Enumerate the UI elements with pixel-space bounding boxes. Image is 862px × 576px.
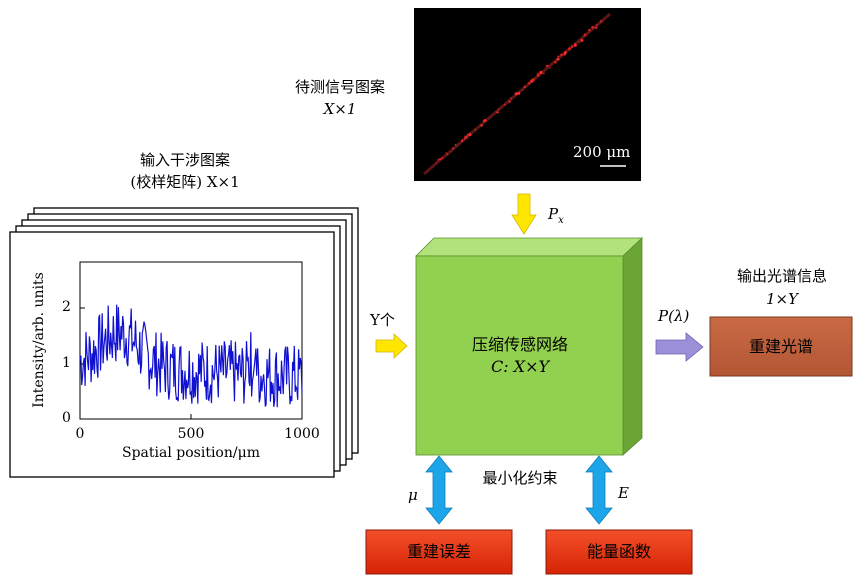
speckle	[536, 73, 540, 77]
speckle	[557, 55, 560, 58]
speckle	[545, 64, 549, 68]
mu-double-arrow	[425, 455, 453, 525]
speckle	[480, 124, 483, 127]
xtick-0: 0	[75, 426, 85, 442]
speckle	[553, 61, 557, 64]
speckle	[483, 119, 487, 122]
speckle	[531, 78, 535, 82]
input-arrow-left	[375, 333, 408, 359]
speckle	[567, 47, 572, 51]
speckle	[450, 151, 452, 153]
speckle	[514, 92, 518, 96]
speckle	[564, 53, 567, 56]
speckle	[599, 20, 603, 23]
network-cube	[415, 237, 644, 456]
speckle	[468, 133, 472, 137]
measured-title-line1: 待测信号图案	[294, 78, 385, 96]
speckle	[549, 67, 551, 69]
speckle	[556, 58, 560, 61]
scale-bar-label: 200 μm	[573, 143, 631, 161]
speckle	[445, 152, 448, 154]
intensity-trace	[79, 304, 303, 408]
speckle	[570, 45, 573, 47]
speckle	[583, 33, 587, 37]
input-title-line2: (校样矩阵) X×1	[130, 173, 240, 191]
speckle	[463, 138, 466, 140]
speckle	[539, 70, 543, 75]
speckle	[446, 153, 449, 156]
speckle	[588, 28, 591, 32]
network-label-line2: C: X×Y	[490, 357, 550, 376]
energy-box-label: 能量函数	[586, 542, 651, 561]
speckle	[441, 156, 444, 159]
speckle	[517, 91, 521, 95]
measured-image	[414, 8, 641, 181]
e-label: E	[618, 484, 629, 502]
output-title-line2: 1×Y	[765, 290, 798, 308]
output-box-label: 重建光谱	[748, 337, 813, 356]
speckle	[469, 132, 471, 134]
speckle	[461, 139, 464, 142]
xtick-500: 500	[177, 426, 205, 442]
energy-box	[545, 529, 693, 575]
ytick-2: 2	[62, 299, 71, 315]
speckle	[496, 111, 499, 114]
speckle	[543, 72, 545, 75]
output-box	[709, 316, 853, 377]
xtick-1000: 1000	[284, 426, 320, 442]
output-title-line1: 输出光谱信息	[736, 267, 827, 285]
x-axis-label: Spatial position/μm	[122, 445, 260, 461]
speckle	[574, 43, 577, 46]
input-title-line1: 输入干涉图案	[139, 151, 230, 169]
input-arrow-top	[511, 193, 537, 235]
measured-title-line2: X×1	[323, 100, 357, 118]
speckle	[465, 137, 468, 139]
speckle	[522, 89, 524, 91]
e-double-arrow	[585, 455, 613, 525]
speckle	[456, 145, 459, 147]
ytick-0: 0	[62, 410, 71, 426]
error-box	[365, 529, 513, 575]
speckle	[438, 158, 441, 161]
speckle	[440, 158, 442, 160]
network-label-line1: 压缩传感网络	[471, 335, 568, 354]
speckle	[474, 128, 476, 131]
speckle	[592, 26, 595, 29]
constraint-label: 最小化约束	[482, 469, 558, 487]
speckle	[497, 108, 500, 111]
left-arrow-label: Y个	[370, 311, 395, 329]
speckle	[527, 81, 531, 85]
ytick-1: 1	[62, 355, 71, 371]
speckle	[523, 85, 526, 88]
mu-label: μ	[408, 486, 418, 504]
speckle	[564, 50, 567, 52]
output-arrow	[655, 332, 704, 362]
speckle	[580, 38, 584, 42]
speckle	[558, 58, 561, 61]
speckle	[467, 133, 469, 136]
speckle	[508, 100, 511, 103]
speckle	[454, 144, 457, 146]
speckle	[578, 41, 581, 44]
speckle	[452, 147, 454, 150]
error-box-label: 重建误差	[406, 542, 471, 561]
speckle	[595, 23, 598, 26]
speckle	[435, 162, 437, 164]
speckle	[595, 26, 598, 29]
speckle	[437, 158, 440, 161]
speckle	[510, 97, 512, 100]
right-arrow-label: P(λ)	[658, 307, 690, 325]
top-arrow-label: Px	[548, 205, 564, 226]
y-axis-label: Intensity/arb. units	[31, 272, 47, 408]
speckle	[560, 53, 563, 57]
speckle	[503, 103, 506, 106]
